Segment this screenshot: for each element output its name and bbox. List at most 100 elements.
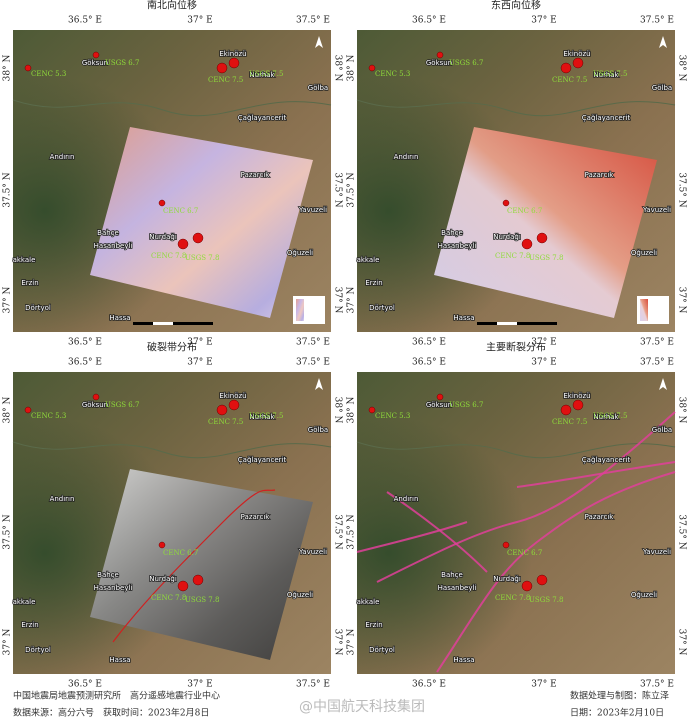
place-label: Nurhak [249,413,275,421]
lon-label: 37° E [531,680,556,690]
place-label: Ekinözü [219,392,246,400]
lon-label: 37.5° E [296,680,330,690]
place-label: Hasanbeyli [438,242,477,250]
epicenter [572,399,584,411]
quake-label: USGS 7.8 [529,254,563,262]
place-label: Oğuzeli [287,249,313,257]
epicenter [368,406,376,414]
lon-label: 37.5° E [296,358,330,368]
epicenter [216,62,228,74]
quake-label: CENC 7.8 [495,594,530,602]
quake-label: CENC 7.8 [151,594,186,602]
lon-label: 37° E [187,358,212,368]
place-label: Erzin [21,279,38,287]
footer-text: 中国地震局地震预测研究所 高分遥感地震行业中心 [13,690,220,702]
lon-label: 37.5° E [640,16,674,26]
lat-label: 37.5° N [333,172,343,207]
place-label: akkale [357,598,380,606]
epicenter [368,64,376,72]
lat-label: 37.5° N [3,172,13,207]
map-panel: Göksun Ekinözü Nurhak Çağlayancerit Gölba And… [356,30,676,332]
lat-label: 38° N [677,397,687,424]
place-label: Ekinözü [219,50,246,58]
lat-label: 38° N [677,55,687,82]
footer-text: 日期：2023年2月10日 [570,707,664,719]
quake-label: CENC 6.7 [163,207,198,215]
quake-label: CENC 6.7 [163,549,198,557]
lon-label: 36.5° E [68,358,102,368]
lat-label: 37° N [3,287,13,314]
place-label: akkale [13,256,36,264]
place-label: Pazarcık [585,513,615,521]
epicenter [177,580,189,592]
place-label: Andırın [394,495,419,503]
epicenter [228,57,240,69]
lat-label: 37° N [347,287,357,314]
lat-label: 37° N [333,629,343,656]
quake-label: CENC 7.5 [552,418,587,426]
place-label: Hasanbeyli [438,584,477,592]
lon-label: 37° E [187,16,212,26]
place-label: Ekinözü [563,392,590,400]
place-label: Andırın [50,495,75,503]
lat-label: 37.5° N [333,514,343,549]
quake-label: USGS 6.7 [449,401,483,409]
quake-label: CENC 7.8 [495,252,530,260]
place-label: Erzin [365,621,382,629]
data-overlay [434,127,657,318]
place-label: Andırın [50,153,75,161]
place-label: Andırın [394,153,419,161]
lat-label: 38° N [333,55,343,82]
lon-label: 37° E [531,338,556,348]
place-label: Yavuzeli [642,206,671,214]
place-label: Erzin [365,279,382,287]
place-label: Gölba [308,426,328,434]
quake-label: CENC 7.8 [151,252,186,260]
epicenter [92,51,100,59]
place-label: Bahçe [97,571,119,579]
lon-label: 37° E [531,358,556,368]
place-label: Pazarcık [241,513,271,521]
place-label: Nurdağı [493,575,521,583]
quake-label: USGS 7.5 [593,412,627,420]
lon-label: 37° E [187,680,212,690]
river [356,441,676,459]
fault-line [516,461,676,488]
place-label: Nurhak [249,71,275,79]
epicenter [572,57,584,69]
lon-label: 36.5° E [412,358,446,368]
epicenter [521,238,533,250]
lat-label: 37° N [333,287,343,314]
north-arrow [315,378,323,390]
epicenter [158,541,166,549]
place-label: Gölba [652,426,672,434]
lat-label: 37° N [347,629,357,656]
place-label: Bahçe [441,571,463,579]
place-label: Yavuzeli [298,548,327,556]
epicenter [436,51,444,59]
quake-label: USGS 7.8 [185,596,219,604]
epicenter [192,232,204,244]
map-panel: Göksun Ekinözü Nurhak Çağlayancerit Gölba And… [12,30,332,332]
lon-label: 37.5° E [640,680,674,690]
quake-label: USGS 6.7 [105,401,139,409]
place-label: Yavuzeli [642,548,671,556]
quake-label: CENC 5.3 [31,70,66,78]
epicenter [192,574,204,586]
place-label: Çağlayancerit [582,456,631,464]
epicenter [158,199,166,207]
place-label: Erzin [21,621,38,629]
lon-label: 37.5° E [296,338,330,348]
river [12,441,332,459]
place-label: Oğuzeli [631,591,657,599]
epicenter [560,62,572,74]
footer-text: 数据处理与制图：陈立泽 [570,690,669,702]
epicenter [502,541,510,549]
rupture-line [112,489,276,643]
place-label: Çağlayancerit [238,114,287,122]
panel-title: 南北向位移 [147,0,197,12]
data-overlay [90,127,313,318]
scale-bar-segment [153,322,173,325]
place-label: Nurhak [593,413,619,421]
